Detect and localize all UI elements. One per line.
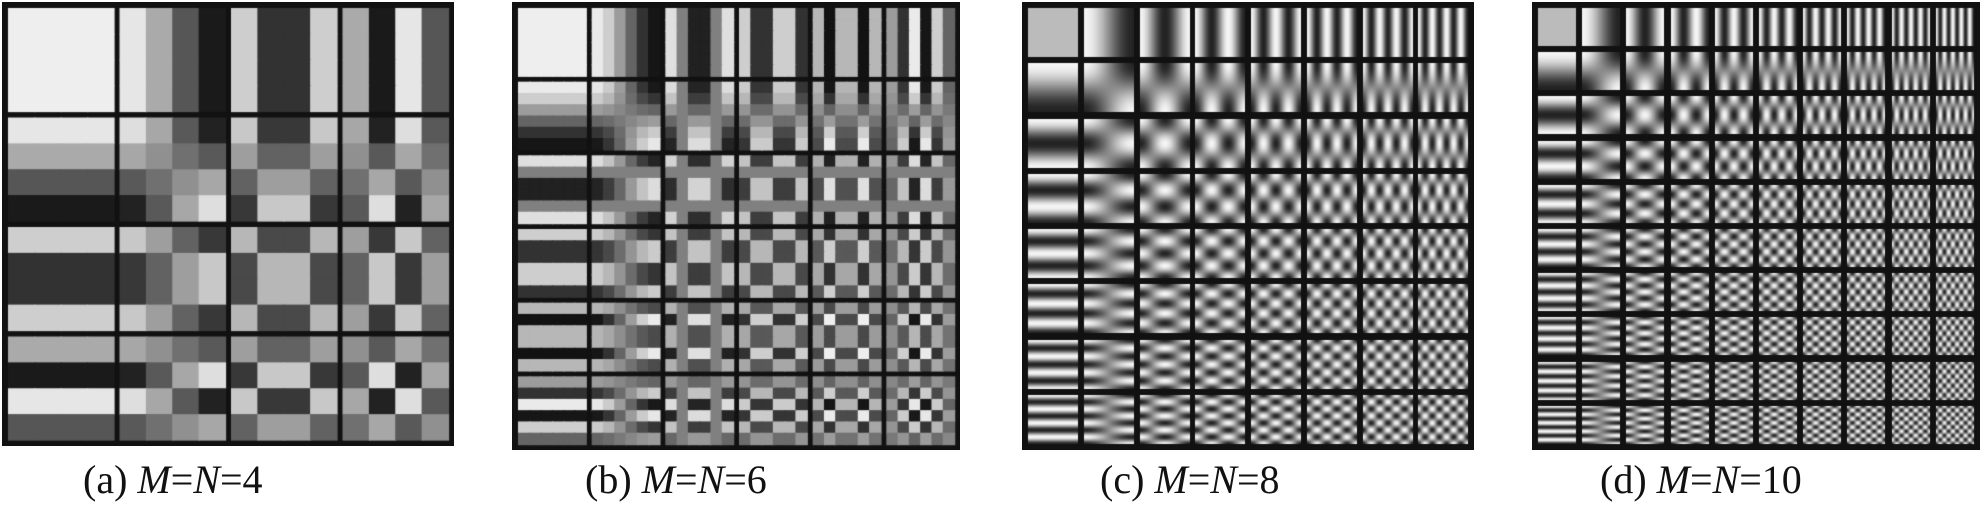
caption-d: (d) M=N=10: [1600, 457, 1802, 502]
caption-tag: (a): [83, 457, 128, 502]
caption-var-n: N: [697, 457, 725, 502]
caption-var-m: M: [1154, 457, 1188, 502]
caption-c: (c) M=N=8: [1100, 457, 1280, 502]
caption-var-n: N: [193, 457, 220, 502]
basis-grid-4x4: [2, 2, 454, 446]
caption-size: 10: [1761, 457, 1802, 502]
caption-tag: (d): [1600, 457, 1647, 502]
basis-canvas-c: [1022, 2, 1474, 450]
caption-var-m: M: [1656, 457, 1690, 502]
caption-tag: (b): [585, 457, 632, 502]
basis-grid-10x10: [1532, 2, 1980, 450]
caption-var-m: M: [641, 457, 675, 502]
caption-b: (b) M=N=6: [585, 457, 767, 502]
caption-tag: (c): [1100, 457, 1145, 502]
caption-size: 6: [746, 457, 767, 502]
caption-var-n: N: [1210, 457, 1237, 502]
caption-var-n: N: [1712, 457, 1740, 502]
caption-var-m: M: [137, 457, 171, 502]
basis-canvas-d: [1532, 2, 1980, 450]
caption-size: 8: [1259, 457, 1280, 502]
basis-grid-8x8: [1022, 2, 1474, 450]
caption-a: (a) M=N=4: [83, 457, 263, 502]
basis-grid-6x6: [512, 2, 960, 450]
basis-canvas-b: [512, 2, 960, 450]
caption-size: 4: [242, 457, 263, 502]
basis-canvas-a: [2, 2, 454, 446]
